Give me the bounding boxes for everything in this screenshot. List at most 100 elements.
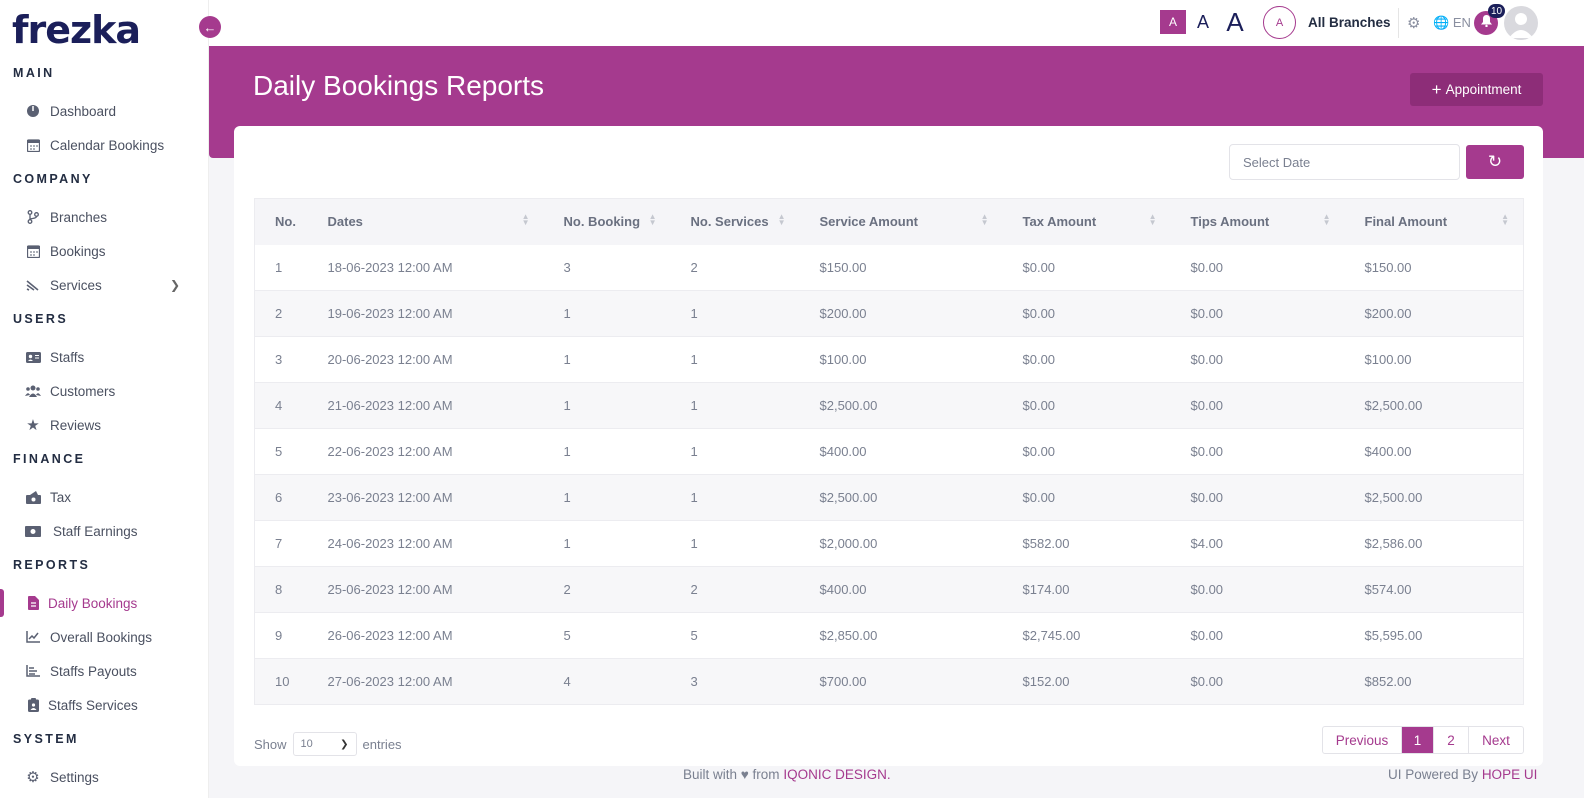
table-cell: 1: [275, 259, 283, 275]
sidebar-collapse-button[interactable]: ←: [199, 16, 221, 38]
pagination-next[interactable]: Next: [1482, 732, 1510, 748]
column-header-service-amount[interactable]: Service Amount ▲ ▼: [800, 199, 1003, 245]
table-cell: $2,745.00: [1022, 628, 1081, 643]
sidebar-item-daily-bookings[interactable]: Daily Bookings: [0, 587, 209, 619]
font-size-medium-button[interactable]: A: [1196, 11, 1209, 32]
pagination-page-2[interactable]: 2: [1434, 727, 1469, 753]
pagination: Previous 1 2 Next: [1322, 726, 1524, 754]
footer-ui-link[interactable]: HOPE UI: [1481, 767, 1538, 782]
table-row: 5 22-06-2023 12:00 AM 1 1 $400.00 $0.00 $0.00 $…: [254, 429, 1524, 475]
sidebar-item-services[interactable]: Services ❯: [0, 269, 209, 301]
column-header-final-amount[interactable]: Final Amount ▲ ▼: [1345, 199, 1524, 245]
table-cell: $0.00: [1022, 490, 1056, 505]
table-cell: $152.00: [1022, 674, 1070, 689]
add-appointment-button[interactable]: + Appointment: [1410, 73, 1543, 106]
refresh-button[interactable]: ↻: [1466, 145, 1524, 179]
table-cell: $2,500.00: [819, 398, 878, 413]
chevron-right-icon[interactable]: ❯: [170, 278, 181, 292]
table-cell: $0.00: [1190, 674, 1224, 689]
column-header-tax-amount[interactable]: Tax Amount ▲ ▼: [1003, 199, 1171, 245]
table-row: 6 23-06-2023 12:00 AM 1 1 $2,500.00 $0.00 $0.0…: [254, 474, 1524, 521]
table-cell: $700.00: [819, 674, 867, 689]
pagination-page-1[interactable]: 1: [1402, 727, 1434, 753]
table-row: 2 19-06-2023 12:00 AM 1 1 $200.00 $0.00 $0.00 $…: [254, 290, 1524, 337]
sidebar-item-label: Services: [50, 277, 102, 293]
table-cell: $0.00: [1190, 352, 1224, 367]
table-cell: 3: [563, 259, 571, 275]
column-header-label: No. Services: [690, 214, 769, 230]
section-title-users: USERS: [13, 312, 69, 326]
table-cell: $0.00: [1190, 444, 1224, 459]
table-row: 4 21-06-2023 12:00 AM 1 1 $2,500.00 $0.00 $0.0…: [254, 382, 1524, 429]
table-cell: $0.00: [1190, 582, 1224, 597]
sidebar-item-label: Settings: [50, 769, 99, 785]
sidebar-item-staffs-services[interactable]: Staffs Services: [0, 689, 209, 721]
avatar[interactable]: [1504, 6, 1538, 40]
table-cell: 5: [690, 628, 698, 643]
table-row: 9 26-06-2023 12:00 AM 5 5 $2,850.00 $2,745.00…: [254, 613, 1524, 659]
sidebar-item-calendar-bookings[interactable]: Calendar Bookings: [0, 129, 209, 161]
show-label: Show: [254, 736, 287, 752]
font-size-small-button[interactable]: A: [1160, 10, 1186, 34]
table-row: 3 20-06-2023 12:00 AM 1 1 $100.00 $0.00 $0.00 $…: [254, 337, 1524, 383]
money-icon: [25, 523, 41, 539]
branch-avatar[interactable]: A: [1263, 6, 1296, 39]
table-cell: $2,850.00: [819, 628, 878, 643]
sidebar-item-staffs-payouts[interactable]: Staffs Payouts: [0, 655, 209, 687]
table-cell: $400.00: [1364, 444, 1412, 459]
sidebar-item-bookings[interactable]: Bookings: [0, 235, 209, 267]
sidebar-item-staffs[interactable]: Staffs: [0, 341, 209, 373]
font-size-large-button[interactable]: A: [1226, 6, 1244, 37]
column-header-no-booking[interactable]: No. Booking ▲ ▼: [544, 199, 671, 245]
sidebar-item-settings[interactable]: ⚙ Settings: [0, 761, 209, 793]
table-cell: $0.00: [1190, 306, 1224, 321]
date-filter-input[interactable]: Select Date: [1229, 144, 1460, 180]
column-header-label: Final Amount: [1364, 214, 1448, 230]
sort-icon: ▲ ▼: [648, 212, 657, 227]
column-header-tips-amount[interactable]: Tips Amount ▲ ▼: [1171, 199, 1345, 245]
sidebar-item-overall-bookings[interactable]: Overall Bookings: [0, 621, 209, 653]
sidebar-item-reviews[interactable]: ★ Reviews: [0, 409, 209, 441]
sidebar-item-label: Customers: [50, 383, 116, 399]
sidebar-item-branches[interactable]: Branches: [0, 201, 209, 233]
table-cell: 2: [690, 259, 698, 275]
table-cell: 2: [563, 582, 571, 597]
table-cell: $0.00: [1190, 259, 1224, 275]
sidebar-item-customers[interactable]: Customers: [0, 375, 209, 407]
sort-icon: ▲ ▼: [777, 212, 786, 227]
table-cell: $2,500.00: [1364, 490, 1423, 505]
calendar-icon: [25, 137, 41, 153]
table-cell: $2,500.00: [819, 490, 878, 505]
sidebar-item-label: Overall Bookings: [50, 629, 153, 645]
entries-per-page-select[interactable]: 10 ❯: [292, 732, 357, 756]
table-cell: 24-06-2023 12:00 AM: [327, 536, 453, 551]
pagination-previous[interactable]: Previous: [1323, 727, 1402, 753]
footer-powered-label: UI Powered By: [1388, 767, 1479, 782]
table-cell: 7: [275, 536, 283, 551]
table-cell: $0.00: [1190, 628, 1224, 643]
table-cell: 19-06-2023 12:00 AM: [327, 306, 453, 321]
report-card: [234, 126, 1543, 766]
column-header-no[interactable]: No.: [275, 214, 296, 230]
column-header-no-services[interactable]: No. Services ▲ ▼: [671, 199, 800, 245]
gear-icon[interactable]: ⚙: [1407, 15, 1421, 32]
gear-icon: ⚙: [26, 769, 40, 786]
sidebar-item-label: Staffs Services: [48, 697, 138, 713]
sidebar-item-dashboard[interactable]: Dashboard: [0, 95, 209, 127]
language-selector[interactable]: 🌐 EN: [1433, 15, 1471, 31]
brand-logo[interactable]: frezka: [12, 8, 141, 52]
table-cell: 1: [563, 536, 571, 551]
sidebar-item-staff-earnings[interactable]: Staff Earnings: [0, 515, 209, 547]
sidebar-item-tax[interactable]: Tax: [0, 481, 209, 513]
column-header-dates[interactable]: Dates ▲ ▼: [308, 199, 544, 245]
table-cell: $0.00: [1190, 398, 1224, 413]
table-row: 1 18-06-2023 12:00 AM 3 2 $150.00 $0.00 $0.00 $…: [254, 245, 1524, 291]
footer-company-link[interactable]: IQONIC DESIGN.: [783, 767, 891, 782]
section-title-finance: FINANCE: [13, 452, 86, 466]
chevron-down-icon: ❯: [340, 738, 349, 750]
table-cell: $200.00: [819, 306, 867, 321]
table-cell: 10: [275, 674, 290, 689]
topbar: [209, 0, 1584, 46]
branch-selector[interactable]: All Branches: [1308, 15, 1391, 30]
table-row: 10 27-06-2023 12:00 AM 4 3 $700.00 $152.00 $0.…: [254, 658, 1524, 705]
